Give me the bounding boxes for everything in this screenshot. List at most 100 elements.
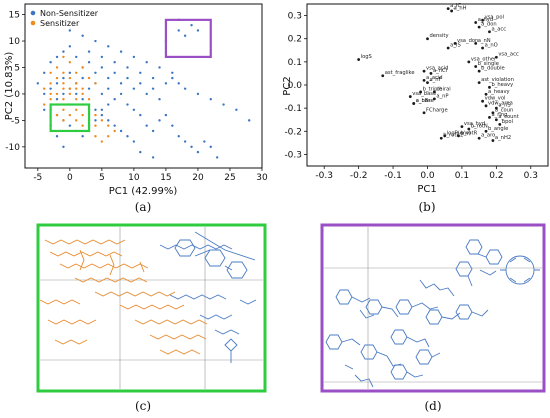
point-non-sensitizer bbox=[209, 98, 212, 101]
point-non-sensitizer bbox=[107, 119, 110, 122]
point-non-sensitizer bbox=[107, 87, 110, 90]
panel-a-x-ticks: -5 0 5 10 15 20 25 30 bbox=[33, 168, 268, 183]
point-non-sensitizer bbox=[100, 113, 104, 117]
loading-label: vdw_area bbox=[488, 100, 513, 106]
loading-label: a_count bbox=[498, 114, 518, 120]
panel-d-molecule-structures bbox=[325, 239, 540, 388]
x-tick-label: -0.2 bbox=[350, 171, 368, 181]
loading-point bbox=[474, 21, 478, 24]
point-non-sensitizer bbox=[113, 98, 116, 101]
loading-label: bpol bbox=[502, 119, 513, 125]
x-tick-label: 30 bbox=[256, 173, 268, 183]
point-sensitizer bbox=[107, 135, 110, 138]
loading-label: ast_violation bbox=[481, 77, 514, 83]
panel-c-grid bbox=[40, 227, 263, 389]
point-non-sensitizer bbox=[119, 129, 123, 133]
point-non-sensitizer bbox=[190, 23, 193, 27]
point-non-sensitizer bbox=[132, 140, 136, 143]
point-non-sensitizer bbox=[126, 103, 129, 106]
loading-point bbox=[498, 122, 502, 126]
loading-label: a_acc bbox=[491, 26, 506, 32]
loading-point bbox=[484, 129, 488, 133]
point-non-sensitizer bbox=[81, 76, 84, 80]
loading-label: a_IC bbox=[450, 3, 461, 9]
x-tick-label: 25 bbox=[224, 173, 235, 183]
point-non-sensitizer bbox=[49, 60, 52, 64]
loading-point bbox=[439, 136, 443, 140]
point-non-sensitizer bbox=[113, 60, 116, 64]
point-non-sensitizer bbox=[164, 82, 168, 85]
point-non-sensitizer bbox=[62, 76, 65, 80]
point-non-sensitizer bbox=[126, 76, 129, 80]
loading-label: vsa_acid bbox=[426, 66, 448, 72]
point-non-sensitizer bbox=[151, 156, 155, 159]
loading-point bbox=[474, 65, 478, 68]
panel-a: -5 0 5 10 15 20 25 30 -10 -5 0 5 10 15 Non-Sensitize… bbox=[4, 3, 268, 214]
loading-point bbox=[477, 81, 481, 85]
point-sensitizer bbox=[75, 119, 78, 122]
point-sensitizer bbox=[94, 113, 97, 117]
point-non-sensitizer bbox=[100, 55, 104, 59]
loading-label: vsa_don bbox=[457, 38, 478, 44]
point-sensitizer bbox=[68, 113, 72, 117]
x-tick-label: 20 bbox=[192, 173, 204, 183]
point-sensitizer bbox=[107, 124, 110, 127]
point-non-sensitizer bbox=[100, 66, 104, 69]
loading-label: a_aro bbox=[481, 133, 495, 139]
loading-point bbox=[484, 92, 488, 96]
loading-label: a_nS bbox=[498, 103, 510, 109]
y-tick-label: 0.3 bbox=[288, 12, 302, 22]
point-sensitizer bbox=[113, 129, 116, 133]
point-sensitizer bbox=[87, 76, 91, 80]
caption-b: (b) bbox=[418, 200, 435, 214]
loading-point bbox=[494, 118, 498, 122]
point-non-sensitizer bbox=[81, 98, 84, 101]
point-non-sensitizer bbox=[62, 145, 65, 149]
loading-point bbox=[381, 74, 385, 78]
loading-label: vsa_other bbox=[471, 56, 497, 62]
loading-point bbox=[481, 18, 484, 22]
point-non-sensitizer bbox=[222, 103, 225, 106]
x-tick-label: 0 bbox=[67, 173, 73, 183]
point-sensitizer bbox=[81, 87, 84, 90]
point-sensitizer bbox=[43, 87, 46, 90]
point-non-sensitizer bbox=[158, 98, 161, 101]
point-non-sensitizer bbox=[151, 129, 155, 133]
loading-point bbox=[477, 136, 481, 140]
loading-point bbox=[477, 25, 481, 29]
point-sensitizer bbox=[49, 92, 52, 96]
loading-label: vdw_vol bbox=[485, 96, 506, 102]
loading-label: a_nN bbox=[478, 38, 491, 44]
loading-point bbox=[477, 69, 481, 73]
point-sensitizer bbox=[75, 82, 78, 85]
x-tick-label: 10 bbox=[128, 173, 140, 183]
point-non-sensitizer bbox=[126, 135, 129, 138]
x-tick-label: -5 bbox=[33, 173, 42, 183]
loading-label: a_acid bbox=[426, 75, 443, 81]
point-non-sensitizer bbox=[196, 29, 200, 32]
point-non-sensitizer bbox=[145, 92, 148, 96]
loading-point bbox=[484, 104, 488, 108]
point-non-sensitizer bbox=[94, 39, 97, 43]
y-tick-label: -0.3 bbox=[284, 150, 302, 160]
x-tick-label: 0.2 bbox=[489, 171, 503, 181]
point-sensitizer bbox=[81, 92, 84, 96]
y-tick-label: 0.0 bbox=[288, 81, 303, 91]
point-sensitizer bbox=[62, 87, 65, 90]
point-non-sensitizer bbox=[81, 135, 84, 138]
loading-label: a_ring bbox=[491, 112, 507, 118]
loading-label: a_coun bbox=[495, 107, 513, 113]
point-non-sensitizer bbox=[158, 119, 161, 122]
x-tick-label: 0.1 bbox=[455, 171, 469, 181]
point-non-sensitizer bbox=[215, 156, 219, 159]
loading-point bbox=[432, 97, 436, 101]
panel-b-y-ticks: -0.3 -0.2 -0.1 0.0 0.1 0.2 0.3 bbox=[284, 12, 307, 160]
loading-label: a_hyd bbox=[478, 17, 493, 23]
point-sensitizer bbox=[94, 135, 97, 138]
loading-label: a_nCl bbox=[433, 68, 447, 74]
y-tick-label: 10 bbox=[9, 37, 21, 47]
panel-a-x-label: PC1 (42.99%) bbox=[109, 186, 178, 197]
point-non-sensitizer bbox=[87, 60, 91, 64]
point-non-sensitizer bbox=[139, 82, 142, 85]
